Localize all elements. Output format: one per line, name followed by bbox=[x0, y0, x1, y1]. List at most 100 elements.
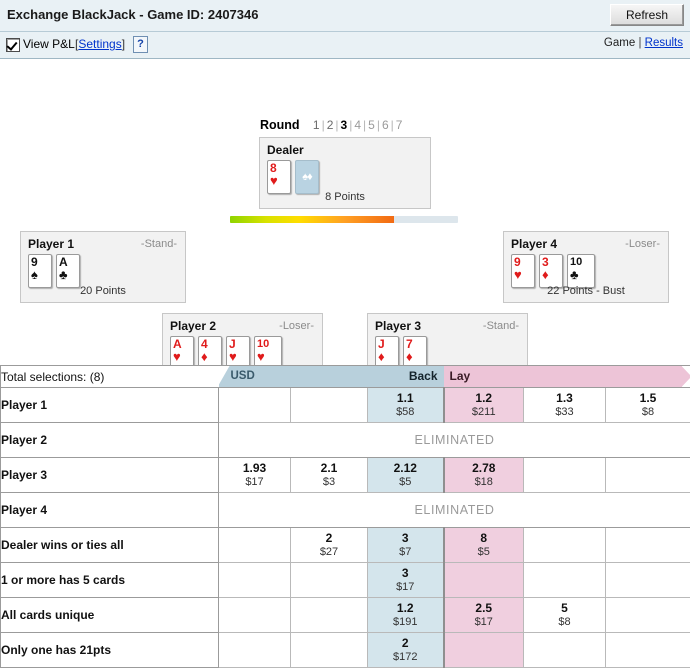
playing-card-facedown: ♠♦ bbox=[295, 160, 319, 194]
card-suit-icon: ♥ bbox=[173, 350, 181, 364]
stake-amount: $5 bbox=[445, 545, 524, 559]
lay-odds-cell[interactable]: 8$5 bbox=[444, 528, 524, 563]
lay-odds-cell[interactable]: 2.78$18 bbox=[444, 458, 524, 493]
back-odds-cell[interactable] bbox=[219, 633, 291, 668]
back-odds-cell[interactable]: 1.93$17 bbox=[219, 458, 291, 493]
round-number-1[interactable]: 1 bbox=[312, 118, 321, 132]
lay-odds-cell[interactable] bbox=[444, 633, 524, 668]
settings-link[interactable]: Settings bbox=[78, 37, 121, 51]
dealer-cards: 8♥♠♦ bbox=[267, 160, 319, 194]
selection-name: 1 or more has 5 cards bbox=[1, 563, 219, 598]
round-separator: | bbox=[334, 118, 339, 132]
dealer-panel: Dealer 8♥♠♦ 8 Points bbox=[259, 137, 431, 209]
round-number-4[interactable]: 4 bbox=[353, 118, 362, 132]
selection-name: Player 4 bbox=[1, 493, 219, 528]
stake-amount: $172 bbox=[368, 650, 443, 664]
round-number-5[interactable]: 5 bbox=[367, 118, 376, 132]
odds-value: 2 bbox=[291, 531, 367, 545]
back-odds-cell[interactable] bbox=[291, 563, 368, 598]
lay-odds-cell[interactable] bbox=[606, 528, 690, 563]
back-odds-cell[interactable]: 2.1$3 bbox=[291, 458, 368, 493]
back-odds-cell[interactable]: 2.12$5 bbox=[368, 458, 444, 493]
stake-amount: $211 bbox=[445, 405, 524, 419]
refresh-button[interactable]: Refresh bbox=[610, 4, 684, 26]
table-row: 1 or more has 5 cards 3$17 bbox=[1, 563, 690, 598]
selection-name: All cards unique bbox=[1, 598, 219, 633]
lay-odds-cell[interactable]: 1.3$33 bbox=[524, 388, 606, 423]
card-suit-icon: ♦ bbox=[378, 350, 385, 364]
odds-value: 1.93 bbox=[219, 461, 290, 475]
player-status: -Stand- bbox=[141, 238, 177, 250]
back-odds-cell[interactable]: 1.1$58 bbox=[368, 388, 444, 423]
stake-amount: $17 bbox=[219, 475, 290, 489]
lay-odds-cell[interactable] bbox=[606, 563, 690, 598]
lay-odds-cell[interactable] bbox=[606, 633, 690, 668]
back-odds-cell[interactable] bbox=[219, 388, 291, 423]
bracket-close: ] bbox=[122, 37, 125, 51]
odds-value: 2 bbox=[368, 636, 443, 650]
player-panel-1: Player 1 -Stand- 9♠A♣ 20 Points bbox=[20, 231, 186, 303]
lay-odds-cell[interactable] bbox=[524, 563, 606, 598]
round-number-7[interactable]: 7 bbox=[395, 118, 404, 132]
lay-odds-cell[interactable] bbox=[524, 458, 606, 493]
odds-value: 2.1 bbox=[291, 461, 367, 475]
lay-label: Lay bbox=[450, 366, 471, 387]
nav-results-link[interactable]: Results bbox=[645, 37, 683, 49]
stake-amount: $58 bbox=[368, 405, 443, 419]
lay-odds-cell[interactable]: 5$8 bbox=[524, 598, 606, 633]
stake-amount: $17 bbox=[445, 615, 524, 629]
player-status: -Loser- bbox=[279, 320, 314, 332]
playing-card: 3♦ bbox=[539, 254, 563, 288]
odds-value: 1.3 bbox=[524, 391, 605, 405]
card-suit-icon: ♦ bbox=[542, 268, 549, 282]
lay-odds-cell[interactable]: 1.2$211 bbox=[444, 388, 524, 423]
view-pl-label: View P&L bbox=[23, 37, 75, 51]
currency-tab[interactable]: USD bbox=[219, 366, 255, 387]
back-odds-cell[interactable] bbox=[219, 528, 291, 563]
lay-odds-cell[interactable] bbox=[444, 563, 524, 598]
player-name: Player 2 bbox=[170, 319, 216, 333]
dealer-points: 8 Points bbox=[260, 191, 430, 203]
eliminated-status: ELIMINATED bbox=[219, 423, 690, 458]
card-suit-icon: ♥ bbox=[270, 174, 278, 188]
lay-odds-cell[interactable] bbox=[524, 633, 606, 668]
player-points: 22 Points - Bust bbox=[504, 285, 668, 297]
back-odds-cell[interactable] bbox=[291, 633, 368, 668]
stake-amount: $191 bbox=[368, 615, 443, 629]
back-odds-cell[interactable] bbox=[291, 388, 368, 423]
toolbar: View P&L [Settings] ? Game | Results bbox=[0, 32, 690, 59]
back-odds-cell[interactable]: 2$172 bbox=[368, 633, 444, 668]
stake-amount: $8 bbox=[606, 405, 690, 419]
lay-odds-cell[interactable]: 1.5$8 bbox=[606, 388, 690, 423]
view-pl-checkbox[interactable] bbox=[6, 38, 20, 52]
lay-odds-cell[interactable] bbox=[524, 528, 606, 563]
lay-odds-cell[interactable]: 2.5$17 bbox=[444, 598, 524, 633]
app-header: Exchange BlackJack - Game ID: 2407346 Re… bbox=[0, 0, 690, 32]
back-odds-cell[interactable]: 3$7 bbox=[368, 528, 444, 563]
selection-name: Dealer wins or ties all bbox=[1, 528, 219, 563]
back-odds-cell[interactable]: 3$17 bbox=[368, 563, 444, 598]
odds-value: 1.2 bbox=[368, 601, 443, 615]
round-number-6[interactable]: 6 bbox=[381, 118, 390, 132]
back-odds-cell[interactable]: 2$27 bbox=[291, 528, 368, 563]
odds-value: 5 bbox=[524, 601, 605, 615]
card-back-suits-icon: ♠♦ bbox=[296, 161, 318, 193]
stake-amount: $3 bbox=[291, 475, 367, 489]
back-odds-cell[interactable] bbox=[291, 598, 368, 633]
card-suit-icon: ♥ bbox=[514, 268, 522, 282]
player-cards: 9♥3♦10♣ bbox=[511, 254, 595, 288]
lay-odds-cell[interactable] bbox=[606, 598, 690, 633]
help-icon[interactable]: ? bbox=[133, 36, 148, 53]
lay-odds-cell[interactable] bbox=[606, 458, 690, 493]
back-odds-cell[interactable] bbox=[219, 563, 291, 598]
stake-amount: $33 bbox=[524, 405, 605, 419]
back-odds-cell[interactable] bbox=[219, 598, 291, 633]
odds-header-row: Total selections: (8) USD Back Lay bbox=[1, 366, 690, 388]
round-number-3[interactable]: 3 bbox=[340, 118, 349, 132]
back-odds-cell[interactable]: 1.2$191 bbox=[368, 598, 444, 633]
